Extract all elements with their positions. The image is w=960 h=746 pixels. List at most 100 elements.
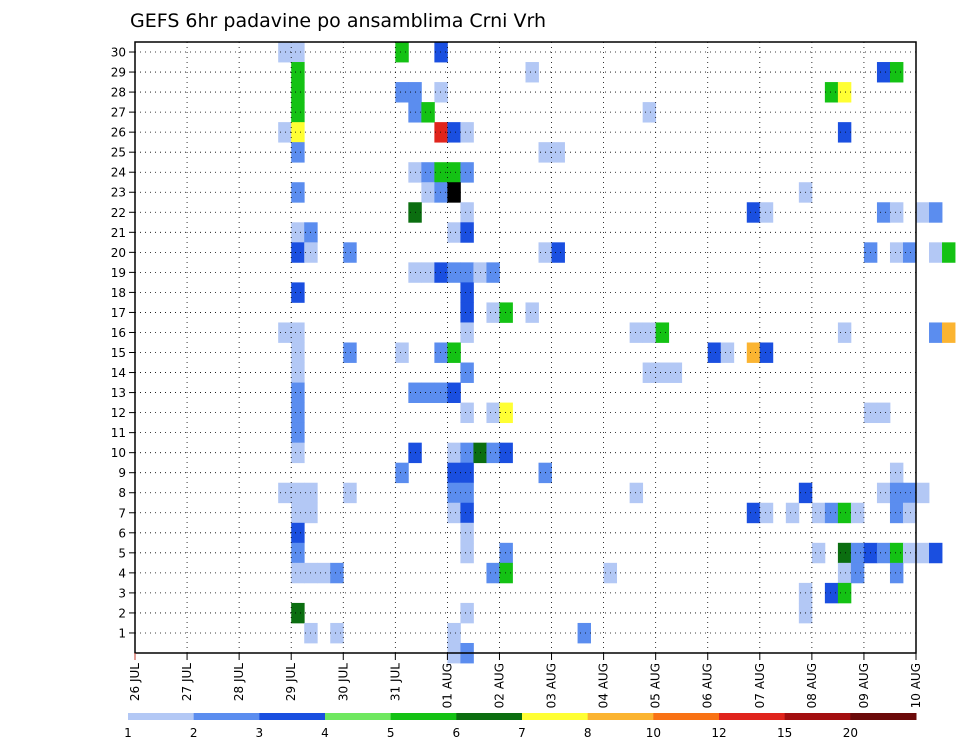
x-tick-label: 08 AUG — [805, 663, 819, 708]
heatmap-cell — [460, 362, 474, 383]
heatmap-cell — [889, 202, 904, 223]
heatmap-cell — [746, 202, 761, 223]
heatmap-cell — [291, 222, 305, 243]
heatmap-cell — [916, 202, 930, 223]
y-tick-label: 24 — [111, 166, 126, 180]
y-tick-label: 14 — [111, 366, 126, 380]
heatmap-cell — [291, 602, 305, 624]
y-tick-label: 19 — [111, 266, 126, 280]
heatmap-cell — [837, 502, 852, 524]
y-tick-label: 8 — [118, 486, 126, 500]
heatmap-cell — [460, 282, 474, 303]
y-tick-label: 26 — [111, 126, 126, 140]
heatmap-cell — [876, 202, 891, 223]
y-tick-label: 15 — [111, 346, 126, 360]
heatmap-cell — [460, 402, 474, 424]
heatmap-cell — [811, 542, 826, 564]
heatmap-cell — [291, 62, 305, 83]
colorbar-label: 12 — [711, 726, 726, 740]
heatmap-cell — [746, 502, 761, 524]
heatmap-cell — [291, 422, 305, 444]
colorbar-swatch — [193, 713, 260, 720]
colorbar-swatch — [259, 713, 326, 720]
heatmap-cell — [929, 542, 943, 564]
heatmap-cell — [291, 382, 305, 403]
heatmap-cell — [291, 82, 305, 103]
heatmap-cell — [850, 562, 865, 584]
heatmap-cell — [421, 182, 435, 203]
colorbar-swatch — [390, 713, 457, 720]
colorbar-label: 4 — [321, 726, 329, 740]
colorbar-label: 6 — [453, 726, 461, 740]
colorbar-label: 7 — [518, 726, 526, 740]
heatmap-cell — [330, 622, 344, 644]
heatmap-cell — [278, 322, 292, 343]
heatmap-cell — [460, 462, 474, 484]
heatmap-cell — [291, 242, 305, 263]
heatmap-cell — [343, 242, 357, 263]
heatmap-cell — [837, 562, 852, 584]
heatmap-cell — [642, 322, 657, 343]
heatmap-cell — [434, 182, 448, 203]
heatmap-cell — [291, 362, 305, 383]
heatmap-cell — [889, 562, 904, 584]
heatmap-cell — [889, 462, 904, 484]
heatmap-cell — [759, 342, 774, 363]
heatmap-cell — [447, 182, 461, 203]
y-axis: 1234567891011121314151617181920212223242… — [111, 46, 135, 640]
colorbar-swatch — [719, 713, 786, 720]
heatmap-cell — [824, 82, 839, 103]
heatmap-cell — [343, 482, 357, 504]
heatmap-cell — [811, 502, 826, 524]
y-tick-label: 4 — [118, 566, 126, 580]
heatmap-cell — [551, 142, 565, 163]
heatmap-cell — [486, 442, 500, 464]
heatmap-cell — [707, 342, 722, 363]
plot-frame — [134, 41, 917, 654]
heatmap-cell — [434, 42, 448, 63]
heatmap-cell — [629, 482, 644, 504]
heatmap-cell — [720, 342, 735, 363]
y-tick-label: 18 — [111, 286, 126, 300]
x-tick-label: 04 AUG — [597, 663, 611, 708]
heatmap-cell — [291, 442, 305, 464]
heatmap-cell — [460, 122, 474, 143]
heatmap-cell — [499, 542, 513, 564]
x-tick-label: 06 AUG — [701, 663, 715, 708]
heatmap-cell — [889, 502, 904, 524]
heatmap-cell — [655, 362, 670, 383]
heatmap-cell — [889, 482, 904, 504]
grid-lines — [135, 42, 916, 653]
y-tick-label: 28 — [111, 86, 126, 100]
heatmap-cell — [942, 322, 956, 343]
x-tick-label: 26 JUL — [128, 663, 142, 701]
heatmap-cell — [395, 42, 409, 63]
heatmap-cell — [291, 42, 305, 63]
heatmap-cell — [291, 342, 305, 363]
colorbar-label: 5 — [387, 726, 395, 740]
heatmap-cell — [447, 222, 461, 243]
y-tick-label: 12 — [111, 406, 126, 420]
y-tick-label: 9 — [118, 466, 126, 480]
x-tick-label: 02 AUG — [492, 663, 506, 708]
heatmap-cell — [876, 542, 891, 564]
heatmap-cell — [460, 222, 474, 243]
heatmap-cell — [343, 342, 357, 363]
heatmap-cell — [395, 82, 409, 103]
heatmap-cell — [460, 522, 474, 544]
y-tick-label: 7 — [118, 506, 126, 520]
heatmap-cell — [460, 442, 474, 464]
heatmap-cell — [837, 322, 852, 343]
heatmap-cell — [447, 342, 461, 363]
heatmap-cell — [291, 142, 305, 163]
heatmap-cell — [434, 262, 448, 283]
heatmap-cell — [447, 462, 461, 484]
heatmap-cell — [447, 122, 461, 143]
heatmap-cell — [460, 322, 474, 343]
heatmap-cell — [421, 162, 435, 183]
heatmap-cell — [876, 62, 891, 83]
heatmap-cell — [876, 482, 891, 504]
heatmap-cell — [902, 502, 917, 524]
y-tick-label: 10 — [111, 446, 126, 460]
